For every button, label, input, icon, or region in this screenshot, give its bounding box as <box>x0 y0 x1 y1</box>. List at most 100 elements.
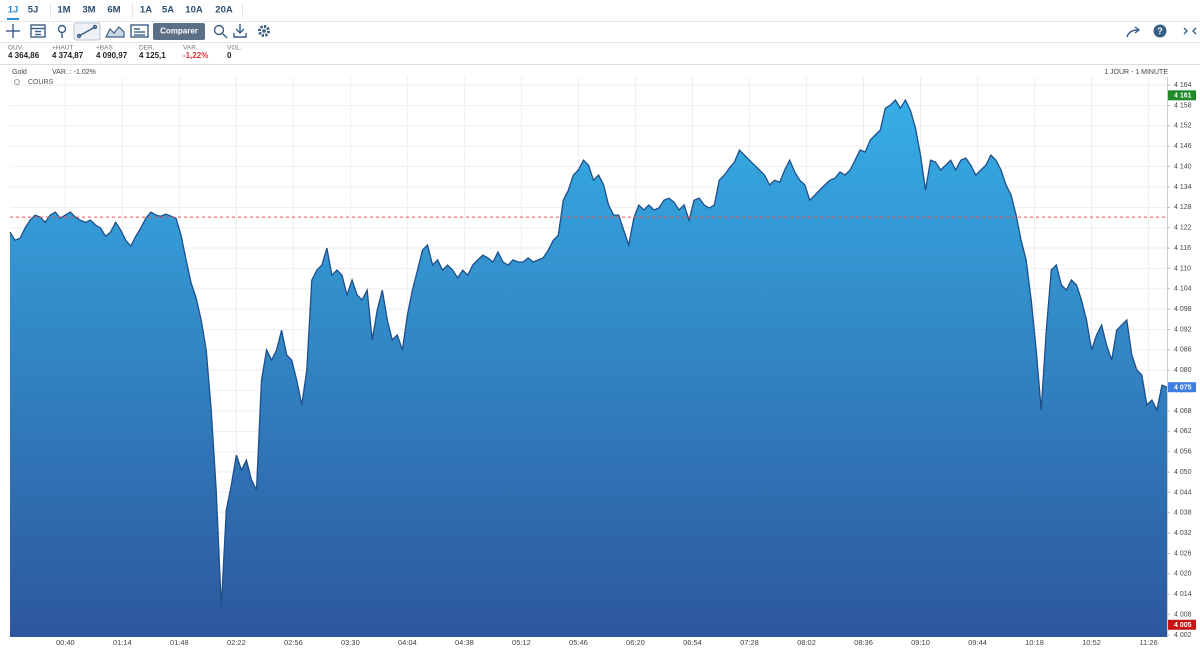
help-icon[interactable] <box>1153 24 1167 38</box>
compare-button[interactable] <box>153 23 205 40</box>
calendar-icon[interactable] <box>30 24 46 38</box>
period-tab[interactable]: 10A <box>185 5 203 16</box>
y-tick-label: 4 026 <box>1174 550 1192 557</box>
quote-value: -1,22% <box>183 51 208 60</box>
x-tick-label: 01:14 <box>113 638 132 647</box>
quote-value: 4 374,87 <box>52 51 84 60</box>
settings-icon[interactable] <box>258 25 270 37</box>
quote-label: +BAS <box>96 45 113 52</box>
fullscreen-icon[interactable] <box>1183 27 1197 35</box>
plot: 4 002 4 008 4 014 4 020 4 026 4 032 4 038 4 044… <box>9 77 1196 647</box>
variation: VAR. : -1.02% <box>52 69 96 76</box>
y-tick-label: 4 164 <box>1174 82 1192 89</box>
x-tick-label: 08:02 <box>797 638 816 647</box>
x-tick-label: 02:56 <box>284 638 303 647</box>
quote-value: 4 125,1 <box>139 51 166 60</box>
y-tick-label: 4 158 <box>1174 102 1192 109</box>
crosshair-icon[interactable] <box>6 24 20 38</box>
selected-indicator <box>7 18 19 20</box>
y-tick-label: 4 068 <box>1174 408 1192 415</box>
y-tick-label: 4 002 <box>1174 632 1192 639</box>
y-tick-label: 4 092 <box>1174 326 1192 333</box>
period-tab[interactable]: 6M <box>107 5 120 16</box>
y-tick-label: 4 038 <box>1174 510 1192 517</box>
period-tab[interactable]: 1J <box>8 5 19 16</box>
x-tick-label: 10:18 <box>1025 638 1044 647</box>
y-tick-label: 4 134 <box>1174 184 1192 191</box>
x-tick-label: 05:12 <box>512 638 531 647</box>
period-tabs: 1J 5J 1M 3M 6M 1A 5A 10A 20A <box>7 5 233 20</box>
period-tab[interactable]: 1A <box>140 5 152 16</box>
y-tick-label: 4 044 <box>1174 489 1192 496</box>
y-tick-label: 4 056 <box>1174 449 1192 456</box>
x-tick-label: 04:38 <box>455 638 474 647</box>
price-badge-label: 4 075 <box>1174 385 1192 392</box>
line-tool-icon <box>76 24 98 39</box>
y-tick-label: 4 110 <box>1174 265 1191 272</box>
y-tick-label: 4 152 <box>1174 123 1192 130</box>
y-tick-label: 4 050 <box>1174 469 1192 476</box>
y-tick-label: 4 062 <box>1174 428 1192 435</box>
y-tick-label: 4 098 <box>1174 306 1192 313</box>
x-tick-label: 08:36 <box>854 638 873 647</box>
y-tick-label: 4 080 <box>1174 367 1192 374</box>
quote-label: DER. <box>139 45 155 52</box>
share-icon[interactable] <box>1126 26 1141 38</box>
y-tick-label: 4 146 <box>1174 143 1192 150</box>
x-tick-label: 05:46 <box>569 638 588 647</box>
price-badge-label: 4 005 <box>1174 622 1192 629</box>
period-tab[interactable]: 20A <box>215 5 233 16</box>
help-glyph: ? <box>1157 26 1163 36</box>
search-icon[interactable] <box>213 24 228 39</box>
y-tick-label: 4 122 <box>1174 225 1192 232</box>
price-badge-label: 4 161 <box>1174 93 1192 100</box>
x-tick-label: 07:28 <box>740 638 759 647</box>
y-tick-label: 4 086 <box>1174 347 1192 354</box>
y-tick-label: 4 020 <box>1174 571 1192 578</box>
x-tick-label: 09:10 <box>911 638 930 647</box>
pin-icon[interactable] <box>57 24 67 39</box>
x-tick-label: 11:26 <box>1139 638 1157 647</box>
period-bar <box>0 0 1200 21</box>
legend-label: COURS <box>28 79 54 86</box>
interval-label: 1 JOUR - 1 MINUTE <box>1104 69 1168 76</box>
y-tick-label: 4 014 <box>1174 591 1192 598</box>
legend-marker <box>14 79 20 85</box>
toolbar: Comparer ? <box>6 22 1197 41</box>
x-tick-label: 01:48 <box>170 638 189 647</box>
x-tick-label: 00:40 <box>56 638 75 647</box>
x-tick-label: 03:30 <box>341 638 360 647</box>
period-tab[interactable]: 5J <box>28 5 39 16</box>
panel-icon[interactable] <box>130 24 149 38</box>
period-tab[interactable]: 3M <box>82 5 95 16</box>
x-tick-label: 02:22 <box>227 638 246 647</box>
compare-label[interactable]: Comparer <box>160 27 198 36</box>
period-tab[interactable]: 5A <box>162 5 174 16</box>
y-tick-label: 4 008 <box>1174 611 1192 618</box>
x-tick-label: 04:04 <box>398 638 417 647</box>
price-badge <box>1168 619 1196 630</box>
quote-value: 0 <box>227 51 232 60</box>
quote-value: 4 364,86 <box>8 51 40 60</box>
area-icon[interactable] <box>105 26 125 38</box>
price-line <box>9 98 1168 607</box>
instrument-name: Gold <box>12 69 27 76</box>
y-tick-label: 4 128 <box>1174 204 1192 211</box>
download-icon[interactable] <box>233 24 247 38</box>
y-tick-label: 4 140 <box>1174 163 1192 170</box>
x-tick-label: 10:52 <box>1082 638 1101 647</box>
price-badge <box>1168 90 1196 101</box>
y-tick-label: 4 104 <box>1174 286 1192 293</box>
area-fill <box>10 100 1167 638</box>
quote-value: 4 090,97 <box>96 51 128 60</box>
price-badge <box>1168 382 1196 393</box>
period-tab[interactable]: 1M <box>57 5 70 16</box>
quote-label: VAR. <box>183 45 198 52</box>
quote-label: VOL. <box>227 45 242 52</box>
x-tick-label: 09:44 <box>968 638 987 647</box>
y-tick-label: 4 032 <box>1174 530 1192 537</box>
quote-label: +HAUT <box>52 45 74 52</box>
quote-label: OUV. <box>8 45 23 52</box>
